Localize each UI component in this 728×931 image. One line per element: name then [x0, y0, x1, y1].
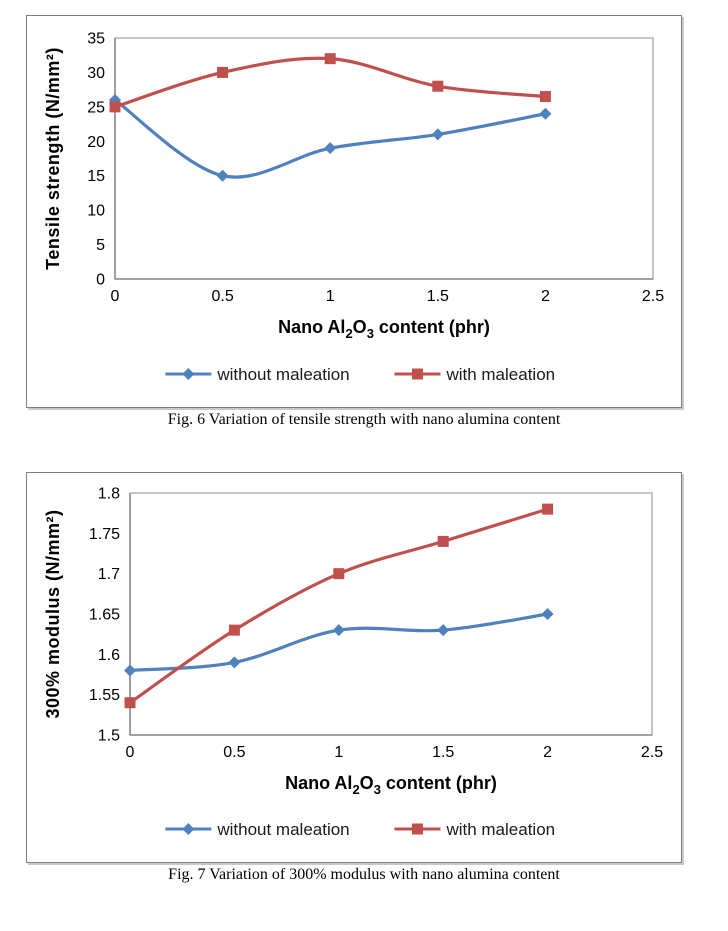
legend-item-without-maleation: without maleation	[165, 820, 350, 839]
y-tick-label: 1.5	[98, 728, 120, 745]
legend-marker-without-maleation	[182, 368, 195, 380]
plot-area	[129, 492, 653, 736]
line-chart-svg: 1.5 1.55 1.6 1.65 1.7 1.75 1.8 0 0.5 1 1.5 2 2.5 300%…	[43, 486, 663, 840]
y-tick-label: 35	[87, 31, 105, 48]
y-tick-label: 1.6	[98, 647, 120, 664]
series-marker-without-maleation	[324, 142, 337, 155]
series-marker-with-maleation	[109, 101, 121, 113]
series-marker-without-maleation	[124, 664, 136, 677]
y-tick-label: 25	[87, 99, 105, 116]
series-marker-without-maleation	[437, 624, 450, 637]
x-tick-label: 1	[334, 744, 343, 761]
legend-item-with-maleation: with maleation	[394, 820, 555, 839]
y-axis-title: 300% modulus (N/mm²)	[43, 509, 63, 718]
y-tick-label: 1.65	[89, 607, 120, 624]
series-marker-with-maleation	[432, 80, 444, 92]
series-marker-with-maleation	[333, 568, 345, 580]
figure-6-caption: Fig. 6 Variation of tensile strength wit…	[167, 411, 561, 428]
y-tick-label: 15	[87, 168, 105, 185]
figure-7-caption: Fig. 7 Variation of 300% modulus with na…	[168, 866, 560, 883]
x-tick-label: 2.5	[642, 288, 664, 305]
y-tick-label: 10	[87, 203, 105, 220]
series-marker-without-maleation	[541, 608, 554, 620]
legend-label-with-maleation: with maleation	[445, 365, 555, 384]
x-tick-label: 0	[126, 744, 135, 761]
series-marker-with-maleation	[539, 91, 551, 103]
series-marker-without-maleation	[216, 169, 229, 182]
y-tick-label: 5	[96, 237, 105, 254]
x-tick-label: 0.5	[211, 288, 233, 305]
legend-marker-with-maleation	[411, 823, 423, 835]
y-tick-label: 0	[96, 272, 105, 289]
figure-300-modulus-chart: 1.5 1.55 1.6 1.65 1.7 1.75 1.8 0 0.5 1 1.5 2 2.5 300%…	[26, 472, 682, 863]
x-tick-label: 0	[111, 288, 120, 305]
series-line-with-maleation	[128, 507, 550, 705]
series-line-without-maleation	[113, 98, 547, 179]
y-tick-label: 30	[87, 65, 105, 82]
series-marker-without-maleation	[228, 656, 241, 669]
series-marker-without-maleation	[431, 128, 444, 141]
series-marker-without-maleation	[332, 624, 345, 637]
figure-tensile-strength-chart: 0 5 10 15 20 25 30 35 0 0.5 1 1.5 2 2.5 Tensile streng…	[26, 15, 682, 408]
legend-label-without-maleation: without maleation	[216, 365, 349, 384]
modulus-chart: 1.5 1.55 1.6 1.65 1.7 1.75 1.8 0 0.5 1 1.5 2 2.5 300%…	[27, 473, 681, 862]
x-axis-title: Nano Al2O3 content (phr)	[285, 773, 497, 797]
x-tick-label: 1	[326, 288, 335, 305]
legend-marker-with-maleation	[411, 368, 423, 380]
y-tick-label: 1.75	[89, 526, 120, 543]
x-tick-label: 2.5	[641, 744, 663, 761]
x-tick-label: 0.5	[223, 744, 245, 761]
legend-item-without-maleation: without maleation	[165, 365, 350, 384]
plot-area	[114, 37, 654, 280]
legend-marker-without-maleation	[182, 823, 195, 835]
series-marker-with-maleation	[437, 535, 449, 547]
legend-label-with-maleation: with maleation	[445, 820, 555, 839]
x-axis-title: Nano Al2O3 content (phr)	[278, 317, 490, 341]
legend-item-with-maleation: with maleation	[394, 365, 555, 384]
series-marker-with-maleation	[324, 53, 336, 65]
x-tick-label: 1.5	[432, 744, 454, 761]
line-chart-svg: 0 5 10 15 20 25 30 35 0 0.5 1 1.5 2 2.5 Tensile streng…	[43, 31, 664, 385]
series-marker-without-maleation	[539, 107, 552, 120]
y-axis-title: Tensile strength (N/mm²)	[43, 47, 63, 270]
series-marker-with-maleation	[542, 503, 554, 515]
x-tick-label: 2	[543, 744, 552, 761]
tensile-strength-chart: 0 5 10 15 20 25 30 35 0 0.5 1 1.5 2 2.5 Tensile streng…	[27, 16, 681, 407]
y-tick-label: 1.8	[98, 486, 120, 503]
series-marker-with-maleation	[124, 697, 136, 709]
series-marker-with-maleation	[217, 66, 229, 78]
series-line-without-maleation	[128, 612, 550, 673]
x-tick-label: 1.5	[427, 288, 449, 305]
y-tick-label: 20	[87, 134, 105, 151]
series-line-with-maleation	[113, 56, 547, 109]
y-tick-label: 1.55	[89, 687, 120, 704]
x-tick-label: 2	[541, 288, 550, 305]
series-marker-with-maleation	[228, 624, 240, 636]
y-tick-label: 1.7	[98, 566, 120, 583]
legend-label-without-maleation: without maleation	[216, 820, 349, 839]
